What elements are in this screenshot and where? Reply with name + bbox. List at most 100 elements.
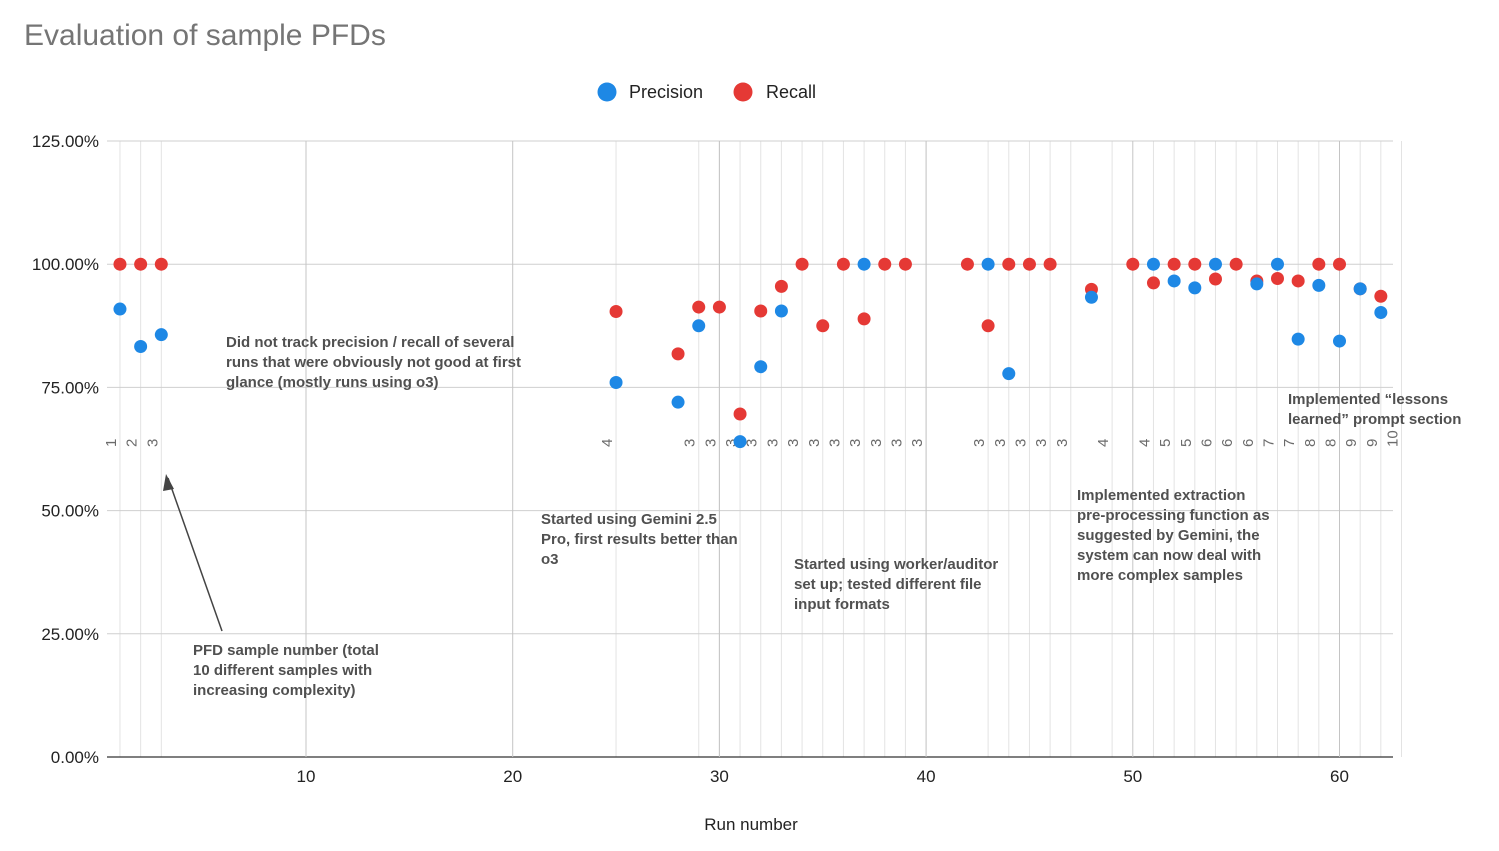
precision-point	[113, 302, 127, 316]
recall-point	[154, 257, 168, 271]
precision-point	[134, 339, 148, 353]
sample-number-label: 8	[1323, 439, 1340, 447]
sample-number-label: 5	[1178, 439, 1195, 447]
sample-number-label: 5	[1157, 439, 1174, 447]
recall-point	[1167, 257, 1181, 271]
recall-point	[1022, 257, 1036, 271]
annotation-untracked-runs: Did not track precision / recall of seve…	[226, 334, 522, 391]
recall-point	[1333, 257, 1346, 271]
precision-point	[981, 257, 995, 271]
y-axis-ticks: 0.00% 25.00% 50.00% 75.00% 100.00% 125.00%	[32, 132, 99, 767]
y-tick-label: 100.00%	[32, 255, 99, 274]
annotation-gemini: Started using Gemini 2.5 Pro, first resu…	[541, 511, 738, 568]
recall-point	[1312, 257, 1326, 271]
sample-number-label: 9	[1343, 439, 1360, 447]
recall-point	[1208, 272, 1222, 286]
annotation-arrow-line	[167, 477, 223, 632]
annotation-lessons-learned: Implemented “lessons learned” prompt sec…	[1288, 391, 1462, 428]
precision-point	[154, 328, 168, 342]
recall-point	[113, 257, 127, 271]
precision-point	[1002, 367, 1016, 381]
recall-point	[774, 279, 788, 293]
precision-point	[1333, 334, 1346, 348]
sample-number-label: 9	[1364, 439, 1381, 447]
x-tick-label: 10	[297, 767, 316, 786]
sample-number-label: 3	[1012, 439, 1029, 447]
legend-precision-label: Precision	[629, 82, 703, 102]
legend-recall-label: Recall	[766, 82, 816, 102]
precision-point	[1167, 274, 1181, 288]
major-gridlines	[107, 140, 1393, 758]
sample-number-label: 3	[723, 439, 740, 447]
sample-number-label: 3	[144, 439, 161, 447]
chart-title: Evaluation of sample PFDs	[24, 19, 386, 52]
precision-point	[733, 435, 747, 449]
sample-number-label: 3	[868, 439, 885, 447]
x-tick-label: 30	[710, 767, 729, 786]
y-tick-label: 0.00%	[51, 748, 99, 767]
recall-point	[1188, 257, 1202, 271]
sample-number-label: 6	[1240, 439, 1257, 447]
sample-number-label: 3	[971, 439, 988, 447]
sample-number-label: 3	[806, 439, 823, 447]
sample-number-label: 10	[1385, 430, 1402, 447]
recall-point	[878, 257, 892, 271]
legend-recall-marker	[733, 82, 753, 102]
sample-number-label: 3	[909, 439, 926, 447]
sample-number-label: 3	[682, 439, 699, 447]
recall-point	[836, 257, 850, 271]
precision-point	[1250, 277, 1264, 291]
sample-number-label: 3	[785, 439, 802, 447]
annotation-worker-auditor: Started using worker/auditor set up; tes…	[794, 556, 999, 613]
recall-point	[671, 347, 685, 361]
sample-number-label: 1	[103, 439, 120, 447]
sample-number-label: 8	[1302, 439, 1319, 447]
sample-number-label: 3	[764, 439, 781, 447]
recall-point	[857, 312, 871, 326]
recall-point	[1126, 257, 1140, 271]
x-axis-title: Run number	[704, 815, 798, 834]
annotation-arrow-head	[163, 474, 174, 491]
sample-number-label: 4	[1095, 439, 1112, 447]
legend: Precision Recall	[597, 82, 816, 102]
precision-point	[1291, 332, 1305, 346]
sample-number-label: 4	[599, 439, 616, 447]
x-axis-ticks: 10 20 30 40 50 60	[297, 767, 1349, 786]
precision-point	[1270, 257, 1284, 271]
recall-point	[754, 304, 768, 318]
sample-number-label: 7	[1281, 439, 1298, 447]
sample-number-label: 3	[888, 439, 905, 447]
sample-number-label: 3	[826, 439, 843, 447]
y-tick-label: 75.00%	[41, 378, 99, 397]
sample-number-labels: 1 2 3 4 3 3 3 3 3 3 3 3 3 3 3 3 3 3 3 3 3 4 4 5 5 6 6 6 7 7 8 8 9 9 10	[103, 430, 1402, 447]
sample-number-label: 4	[1136, 439, 1153, 447]
recall-point	[609, 305, 623, 319]
sample-number-label: 2	[124, 439, 141, 447]
data-points	[113, 257, 1388, 449]
precision-point	[1146, 257, 1160, 271]
precision-point	[774, 304, 788, 318]
legend-precision-marker	[597, 82, 617, 102]
sample-number-label: 3	[744, 439, 761, 447]
recall-point	[134, 257, 148, 271]
annotation-sample-number: PFD sample number (total 10 different sa…	[193, 642, 379, 699]
precision-point	[1374, 305, 1388, 319]
x-tick-label: 50	[1123, 767, 1142, 786]
precision-point	[754, 360, 768, 374]
sample-number-label: 3	[702, 439, 719, 447]
precision-point	[692, 319, 706, 333]
sample-number-label: 6	[1198, 439, 1215, 447]
precision-point	[1312, 278, 1326, 292]
precision-point	[1353, 282, 1367, 296]
recall-point	[816, 319, 830, 333]
recall-point	[1270, 271, 1284, 285]
recall-point	[1229, 257, 1243, 271]
recall-point	[981, 319, 995, 333]
sample-number-label: 3	[1054, 439, 1071, 447]
x-tick-label: 40	[917, 767, 936, 786]
sample-number-label: 3	[1033, 439, 1050, 447]
recall-point	[1374, 289, 1388, 303]
precision-point	[1084, 290, 1098, 304]
y-tick-label: 125.00%	[32, 132, 99, 151]
precision-point	[857, 257, 871, 271]
